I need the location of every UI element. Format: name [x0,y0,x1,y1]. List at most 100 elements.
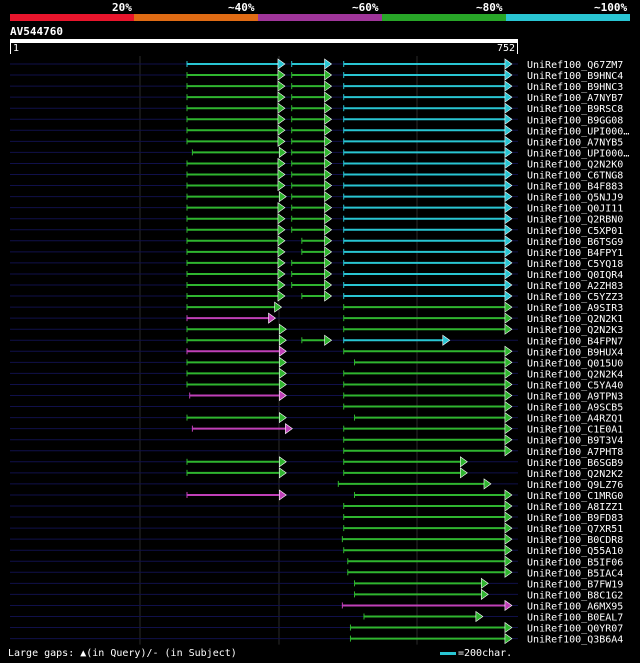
hit-row[interactable]: UniRef100_Q2N2K1 [10,312,623,325]
hit-row[interactable]: UniRef100_B9HNC4 [10,69,623,82]
hit-name-label[interactable]: UniRef100_B5IF06 [527,557,623,568]
hit-row[interactable]: UniRef100_A8IZZ1 [10,500,623,513]
hit-row[interactable]: UniRef100_B6SGB9 [10,456,623,469]
hit-name-label[interactable]: UniRef100_B9HNC4 [527,71,623,82]
hit-row[interactable]: UniRef100_B9RSC8 [10,102,623,115]
hit-row[interactable]: UniRef100_Q2N2K2 [10,467,623,480]
hit-row[interactable]: UniRef100_B8C1G2 [10,588,623,601]
hit-name-label[interactable]: UniRef100_A4RZQ1 [527,414,623,425]
hit-row[interactable]: UniRef100_A9SIR3 [10,301,623,314]
hit-row[interactable]: UniRef100_B4F883 [10,179,623,193]
hit-row[interactable]: UniRef100_B6TSG9 [10,235,623,248]
hit-row[interactable]: UniRef100_C5YQ18 [10,257,623,270]
hit-name-label[interactable]: UniRef100_B8C1G2 [527,590,623,601]
hit-row[interactable]: UniRef100_C1MRG0 [10,489,623,502]
hit-row[interactable]: UniRef100_C5YA40 [10,378,623,391]
hit-row[interactable]: UniRef100_B9T3V4 [10,434,623,447]
hit-row[interactable]: UniRef100_C6TNG8 [10,168,623,182]
hit-name-label[interactable]: UniRef100_Q0YR07 [527,624,623,635]
hit-row[interactable]: UniRef100_B5IAC4 [10,566,623,579]
hit-row[interactable]: UniRef100_B7FW19 [10,577,623,590]
hit-name-label[interactable]: UniRef100_A2ZH83 [527,281,623,292]
hit-row[interactable]: UniRef100_Q55A10 [10,544,623,557]
hit-row[interactable]: UniRef100_C5XP01 [10,224,623,237]
hit-row[interactable]: UniRef100_A2ZH83 [10,279,623,292]
hit-name-label[interactable]: UniRef100_C6TNG8 [527,171,623,182]
hit-name-label[interactable]: UniRef100_A7NYB7 [527,93,623,104]
hit-name-label[interactable]: UniRef100_C5YA40 [527,380,623,391]
hit-name-label[interactable]: UniRef100_B9HNC3 [527,82,623,93]
hit-name-label[interactable]: UniRef100_B4F883 [527,182,623,193]
hit-name-label[interactable]: UniRef100_A7NYB5 [527,137,623,148]
hit-row[interactable]: UniRef100_UPI000… [10,124,629,137]
hit-row[interactable]: UniRef100_Q2N2K3 [10,323,623,336]
hit-name-label[interactable]: UniRef100_Q55A10 [527,546,623,557]
hit-row[interactable]: UniRef100_Q9LZ76 [10,478,623,491]
hit-row[interactable]: UniRef100_B9HNC3 [10,80,623,93]
hit-row[interactable]: UniRef100_A6MX95 [10,599,623,612]
hit-row[interactable]: UniRef100_Q0IQR4 [10,268,623,281]
hit-name-label[interactable]: UniRef100_B9HUX4 [527,347,623,358]
hit-row[interactable]: UniRef100_Q67ZM7 [10,58,623,71]
hit-row[interactable]: UniRef100_B0CDR8 [10,533,623,546]
hit-row[interactable]: UniRef100_Q5NJJ9 [10,191,623,204]
hit-row[interactable]: UniRef100_B4FPY1 [10,246,623,259]
hit-row[interactable]: UniRef100_A7PHT8 [10,445,623,458]
hit-name-label[interactable]: UniRef100_Q2N2K0 [527,159,623,170]
hit-name-label[interactable]: UniRef100_Q2N2K4 [527,369,623,380]
hit-row[interactable]: UniRef100_Q0YR07 [10,621,623,635]
hit-row[interactable]: UniRef100_B9GG08 [10,113,623,126]
hit-name-label[interactable]: UniRef100_C5XP01 [527,226,623,237]
hit-row[interactable]: UniRef100_B4FPN7 [10,334,623,347]
hit-name-label[interactable]: UniRef100_Q2N2K2 [527,469,623,480]
hit-name-label[interactable]: UniRef100_B0CDR8 [527,535,623,546]
hit-name-label[interactable]: UniRef100_C5YQ18 [527,259,623,270]
hit-name-label[interactable]: UniRef100_A6MX95 [527,601,623,612]
hit-name-label[interactable]: UniRef100_Q2N2K1 [527,314,623,325]
hit-name-label[interactable]: UniRef100_A9SIR3 [527,303,623,314]
hit-name-label[interactable]: UniRef100_Q015U0 [527,358,623,369]
hit-name-label[interactable]: UniRef100_Q2RBN0 [527,215,623,226]
hit-name-label[interactable]: UniRef100_Q9LZ76 [527,480,623,491]
hit-name-label[interactable]: UniRef100_Q0JI11 [527,204,623,215]
hit-name-label[interactable]: UniRef100_B9GG08 [527,115,623,126]
hit-name-label[interactable]: UniRef100_C5YZZ3 [527,292,623,303]
hit-row[interactable]: UniRef100_C1E0A1 [10,423,623,436]
hit-name-label[interactable]: UniRef100_B4FPN7 [527,336,623,347]
hit-row[interactable]: UniRef100_A4RZQ1 [10,412,623,425]
hit-name-label[interactable]: UniRef100_A9SCB5 [527,403,623,414]
hit-row[interactable]: UniRef100_Q2N2K4 [10,367,623,380]
hit-row[interactable]: UniRef100_Q2N2K0 [10,157,623,170]
hit-name-label[interactable]: UniRef100_Q67ZM7 [527,60,623,71]
hit-name-label[interactable]: UniRef100_A7PHT8 [527,447,623,458]
hit-name-label[interactable]: UniRef100_C1MRG0 [527,491,623,502]
hit-row[interactable]: UniRef100_A7NYB7 [10,91,623,104]
hit-name-label[interactable]: UniRef100_B5IAC4 [527,568,623,579]
hit-name-label[interactable]: UniRef100_A8IZZ1 [527,502,623,513]
hit-row[interactable]: UniRef100_B9HUX4 [10,345,623,358]
hit-name-label[interactable]: UniRef100_B6TSG9 [527,237,623,248]
hit-row[interactable]: UniRef100_B0EAL7 [10,610,623,624]
hit-row[interactable]: UniRef100_A9TPN3 [10,389,623,403]
hit-name-label[interactable]: UniRef100_A9TPN3 [527,392,623,403]
hit-name-label[interactable]: UniRef100_B9RSC8 [527,104,623,115]
hit-row[interactable]: UniRef100_B5IF06 [10,555,623,568]
hit-name-label[interactable]: UniRef100_B7FW19 [527,579,623,590]
hit-name-label[interactable]: UniRef100_UPI000… [527,148,629,159]
hit-row[interactable]: UniRef100_A7NYB5 [10,135,623,148]
hit-row[interactable]: UniRef100_B9FD83 [10,511,623,524]
hit-name-label[interactable]: UniRef100_B0EAL7 [527,613,623,624]
hit-name-label[interactable]: UniRef100_UPI000… [527,126,629,137]
hit-name-label[interactable]: UniRef100_Q5NJJ9 [527,193,623,204]
hit-name-label[interactable]: UniRef100_Q3B6A4 [527,635,623,646]
hit-name-label[interactable]: UniRef100_B9T3V4 [527,436,623,447]
hit-row[interactable]: UniRef100_Q0JI11 [10,202,623,215]
hit-row[interactable]: UniRef100_C5YZZ3 [10,290,623,303]
hit-name-label[interactable]: UniRef100_B9FD83 [527,513,623,524]
hit-row[interactable]: UniRef100_A9SCB5 [10,400,623,414]
hit-name-label[interactable]: UniRef100_B4FPY1 [527,248,623,259]
hit-row[interactable]: UniRef100_UPI000… [10,146,629,159]
hit-name-label[interactable]: UniRef100_B6SGB9 [527,458,623,469]
hit-name-label[interactable]: UniRef100_Q7XR51 [527,524,623,535]
hit-row[interactable]: UniRef100_Q015U0 [10,356,623,369]
